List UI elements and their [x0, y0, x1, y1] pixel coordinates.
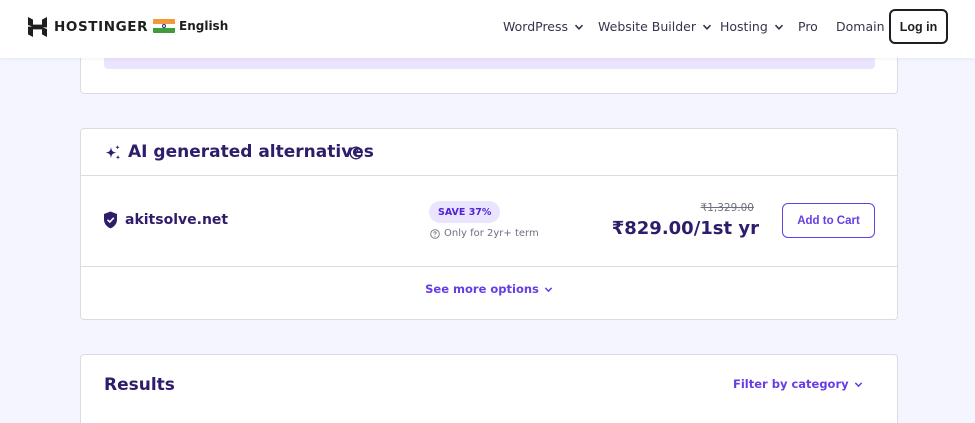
chevron-down-icon	[854, 381, 862, 387]
nav-item-domain[interactable]: Domain	[836, 19, 885, 34]
current-price: ₹829.00/1st yr	[611, 218, 759, 239]
add-to-cart-button[interactable]: Add to Cart	[782, 203, 875, 238]
filter-by-category-dropdown[interactable]: Filter by category	[733, 377, 863, 391]
hostinger-logo[interactable]: HOSTINGER	[28, 17, 148, 37]
ai-alternatives-header: AI generated alternatives	[81, 129, 897, 176]
original-price: ₹1,329.00	[700, 202, 754, 214]
language-selector[interactable]: English	[153, 19, 228, 33]
domain-result-row: akitsolve.net SAVE 37% Only for 2yr+ ter…	[81, 176, 897, 267]
see-more-label: See more options	[425, 282, 539, 296]
discount-badge: SAVE 37%	[429, 201, 501, 223]
section-title: AI generated alternatives	[128, 142, 374, 162]
term-note-text: Only for 2yr+ term	[444, 228, 539, 239]
results-card: Results Filter by category	[80, 354, 898, 423]
help-circle-icon[interactable]	[349, 146, 363, 160]
hostinger-logo-icon	[28, 17, 47, 37]
term-note: Only for 2yr+ term	[430, 228, 539, 239]
language-label: English	[179, 19, 229, 33]
chevron-down-icon	[544, 286, 553, 292]
shield-check-icon	[104, 211, 117, 229]
brand-name: HOSTINGER	[54, 19, 149, 35]
nav-label: Pro	[798, 19, 818, 34]
nav-label: WordPress	[503, 19, 569, 34]
login-button[interactable]: Log in	[889, 9, 948, 44]
nav-item-website-builder[interactable]: Website Builder	[598, 19, 712, 34]
domain-name: akitsolve.net	[125, 212, 229, 228]
ai-alternatives-card: AI generated alternatives akitsolve.net …	[80, 128, 898, 320]
see-more-options-link[interactable]: See more options	[81, 282, 897, 296]
nav-label: Hosting	[720, 19, 768, 34]
chevron-down-icon	[774, 24, 783, 30]
filter-label: Filter by category	[733, 377, 849, 391]
top-navbar: HOSTINGER English WordPress Website Buil…	[0, 0, 975, 58]
nav-label: Domain	[836, 19, 885, 34]
nav-item-pro[interactable]: Pro	[798, 19, 818, 34]
nav-item-wordpress[interactable]: WordPress	[503, 19, 584, 34]
help-circle-icon	[430, 228, 440, 239]
results-title: Results	[104, 375, 175, 395]
india-flag-icon	[153, 19, 175, 33]
chevron-down-icon	[574, 24, 584, 30]
sparkle-icon	[105, 145, 121, 160]
nav-label: Website Builder	[598, 19, 697, 34]
nav-item-hosting[interactable]: Hosting	[720, 19, 784, 34]
chevron-down-icon	[702, 24, 712, 30]
